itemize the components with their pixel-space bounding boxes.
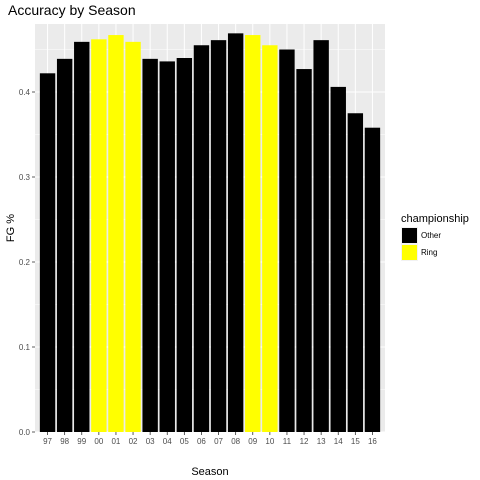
- x-tick-label: 97: [43, 437, 52, 446]
- legend-title: championship: [401, 213, 469, 225]
- bar-98: [56, 58, 73, 432]
- bar-03: [142, 58, 158, 432]
- x-tick-label: 05: [180, 437, 189, 446]
- x-tick-label: 12: [300, 437, 309, 446]
- bar-06: [193, 45, 210, 432]
- bars: [39, 33, 381, 433]
- bar-14: [330, 86, 346, 433]
- bar-07: [210, 40, 227, 433]
- chart-title: Accuracy by Season: [8, 2, 136, 18]
- x-tick-label: 04: [163, 437, 172, 446]
- x-tick-label: 06: [197, 437, 206, 446]
- y-tick-label: 0.1: [19, 343, 31, 352]
- x-tick-label: 00: [94, 437, 103, 446]
- legend-label-other: Other: [421, 231, 441, 240]
- x-tick-label: 98: [60, 437, 69, 446]
- x-axis-title: Season: [191, 466, 228, 478]
- y-tick-label: 0.0: [19, 428, 31, 437]
- legend-swatch-ring: [402, 245, 417, 260]
- x-tick-label: 01: [111, 437, 120, 446]
- legend: championship Other Ring: [401, 213, 469, 261]
- bar-08: [227, 33, 244, 432]
- legend-label-ring: Ring: [421, 248, 437, 257]
- x-tick-label: 10: [265, 437, 274, 446]
- x-tick-label: 99: [77, 437, 86, 446]
- bar-04: [159, 61, 175, 433]
- bar-02: [125, 41, 141, 432]
- x-tick-label: 14: [334, 437, 343, 446]
- bar-15: [347, 113, 364, 432]
- x-tick-label: 08: [231, 437, 240, 446]
- bar-13: [313, 40, 329, 433]
- bar-01: [108, 35, 124, 433]
- x-tick-label: 15: [351, 437, 360, 446]
- x-tick-label: 13: [317, 437, 326, 446]
- x-tick-label: 02: [129, 437, 138, 446]
- y-tick-label: 0.4: [19, 88, 31, 97]
- x-axis: 97 98 99 00 01 02 03 04 05 06 07 08 09 10 11 12 13 14 15 16: [43, 432, 377, 446]
- y-axis-title: FG %: [5, 214, 17, 242]
- x-tick-label: 03: [146, 437, 155, 446]
- bar-12: [296, 69, 312, 433]
- y-tick-label: 0.3: [19, 173, 31, 182]
- x-tick-label: 07: [214, 437, 223, 446]
- y-tick-label: 0.2: [19, 258, 31, 267]
- x-tick-label: 09: [248, 437, 257, 446]
- bar-99: [74, 41, 90, 432]
- bar-11: [279, 49, 295, 432]
- bar-05: [176, 58, 193, 432]
- bar-00: [91, 39, 107, 433]
- y-axis: 0.0 0.1 0.2 0.3 0.4: [19, 88, 35, 437]
- legend-swatch-other: [402, 228, 417, 243]
- bar-97: [39, 73, 56, 433]
- bar-16: [364, 127, 381, 432]
- x-tick-label: 11: [283, 437, 292, 446]
- bar-09: [245, 35, 261, 433]
- bar-10: [262, 45, 278, 432]
- x-tick-label: 16: [368, 437, 377, 446]
